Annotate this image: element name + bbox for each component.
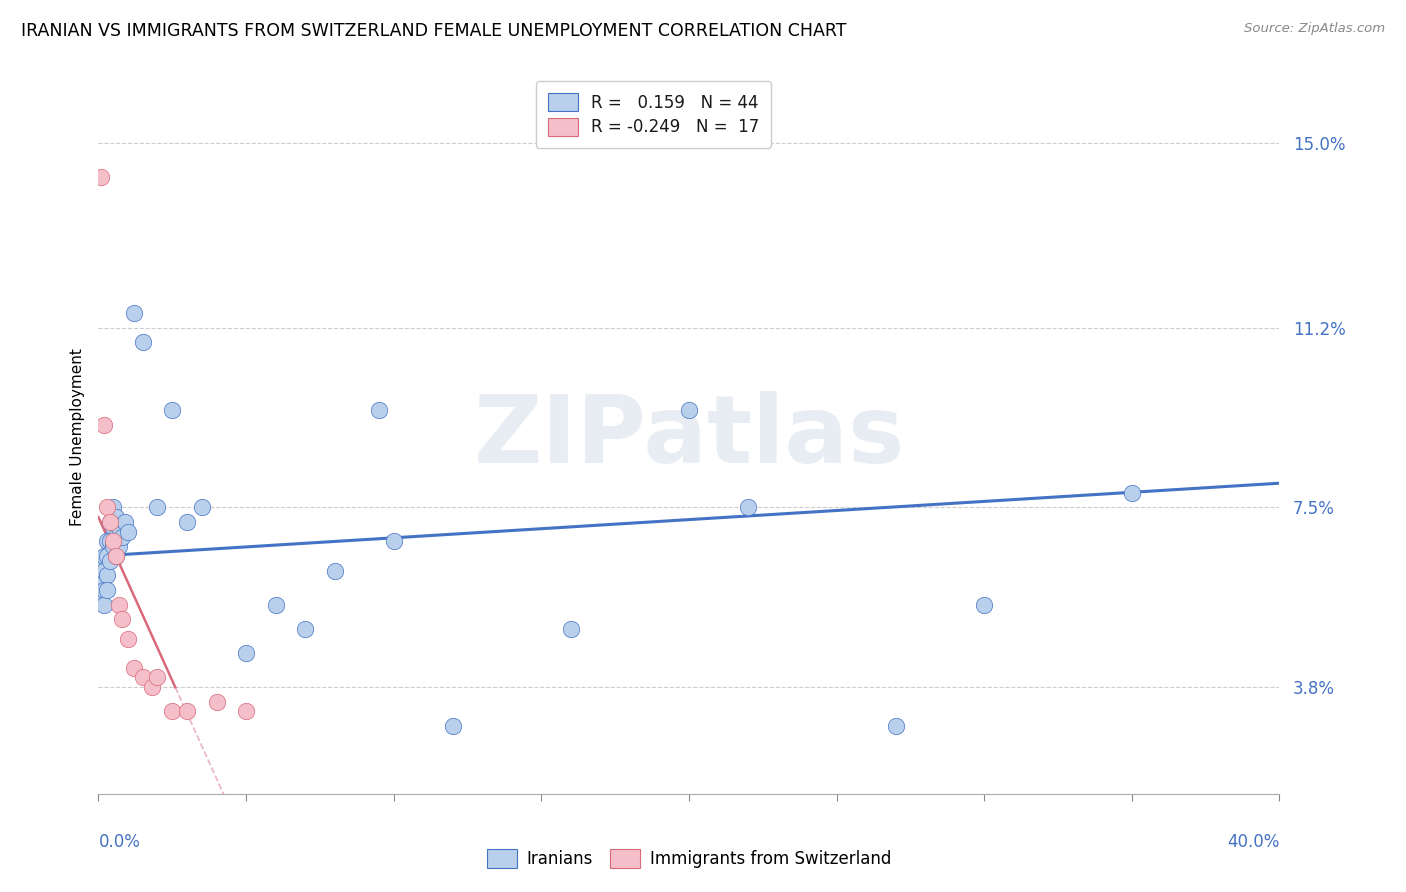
Point xyxy=(264,598,287,612)
Point xyxy=(235,704,257,718)
Point xyxy=(90,170,112,185)
Point xyxy=(146,500,169,515)
Point xyxy=(737,500,759,515)
Point xyxy=(162,403,183,417)
Point xyxy=(205,695,228,709)
Text: 40.0%: 40.0% xyxy=(1227,833,1279,851)
Point xyxy=(96,500,118,515)
Point xyxy=(141,680,163,694)
Point xyxy=(117,632,139,646)
Point xyxy=(93,598,115,612)
Point xyxy=(90,574,112,588)
Point xyxy=(103,539,125,553)
Point xyxy=(1121,486,1143,500)
Point xyxy=(93,417,115,432)
Point xyxy=(111,530,134,544)
Point xyxy=(560,622,582,636)
Point xyxy=(105,510,128,524)
Point xyxy=(114,515,136,529)
Point xyxy=(117,524,139,539)
Point xyxy=(884,719,907,733)
Point xyxy=(103,500,125,515)
Point xyxy=(96,582,118,597)
Point xyxy=(98,534,121,549)
Point xyxy=(146,670,169,684)
Point xyxy=(973,598,995,612)
Text: Source: ZipAtlas.com: Source: ZipAtlas.com xyxy=(1244,22,1385,36)
Point xyxy=(93,549,115,563)
Point xyxy=(162,704,183,718)
Point xyxy=(678,403,700,417)
Y-axis label: Female Unemployment: Female Unemployment xyxy=(69,348,84,526)
Point xyxy=(235,646,257,660)
Point xyxy=(108,539,131,553)
Text: ZIPatlas: ZIPatlas xyxy=(474,391,904,483)
Point xyxy=(98,515,121,529)
Point xyxy=(111,612,134,626)
Point xyxy=(108,598,131,612)
Legend: R =   0.159   N = 44, R = -0.249   N =  17: R = 0.159 N = 44, R = -0.249 N = 17 xyxy=(536,81,770,148)
Point xyxy=(122,306,145,320)
Text: IRANIAN VS IMMIGRANTS FROM SWITZERLAND FEMALE UNEMPLOYMENT CORRELATION CHART: IRANIAN VS IMMIGRANTS FROM SWITZERLAND F… xyxy=(21,22,846,40)
Point xyxy=(323,564,346,578)
Point xyxy=(93,564,115,578)
Legend: Iranians, Immigrants from Switzerland: Iranians, Immigrants from Switzerland xyxy=(479,843,898,875)
Point xyxy=(105,549,128,563)
Point xyxy=(93,582,115,597)
Point xyxy=(191,500,214,515)
Point xyxy=(96,568,118,582)
Point xyxy=(132,335,155,350)
Point xyxy=(103,520,125,534)
Point xyxy=(105,549,128,563)
Point xyxy=(132,670,155,684)
Point xyxy=(108,520,131,534)
Point xyxy=(98,515,121,529)
Point xyxy=(176,515,198,529)
Point xyxy=(382,534,405,549)
Point xyxy=(103,534,125,549)
Point xyxy=(441,719,464,733)
Point xyxy=(90,588,112,602)
Point xyxy=(96,549,118,563)
Point xyxy=(122,661,145,675)
Point xyxy=(98,554,121,568)
Point xyxy=(294,622,316,636)
Point xyxy=(368,403,391,417)
Point xyxy=(96,534,118,549)
Point xyxy=(176,704,198,718)
Point xyxy=(90,558,112,573)
Text: 0.0%: 0.0% xyxy=(98,833,141,851)
Point xyxy=(105,530,128,544)
